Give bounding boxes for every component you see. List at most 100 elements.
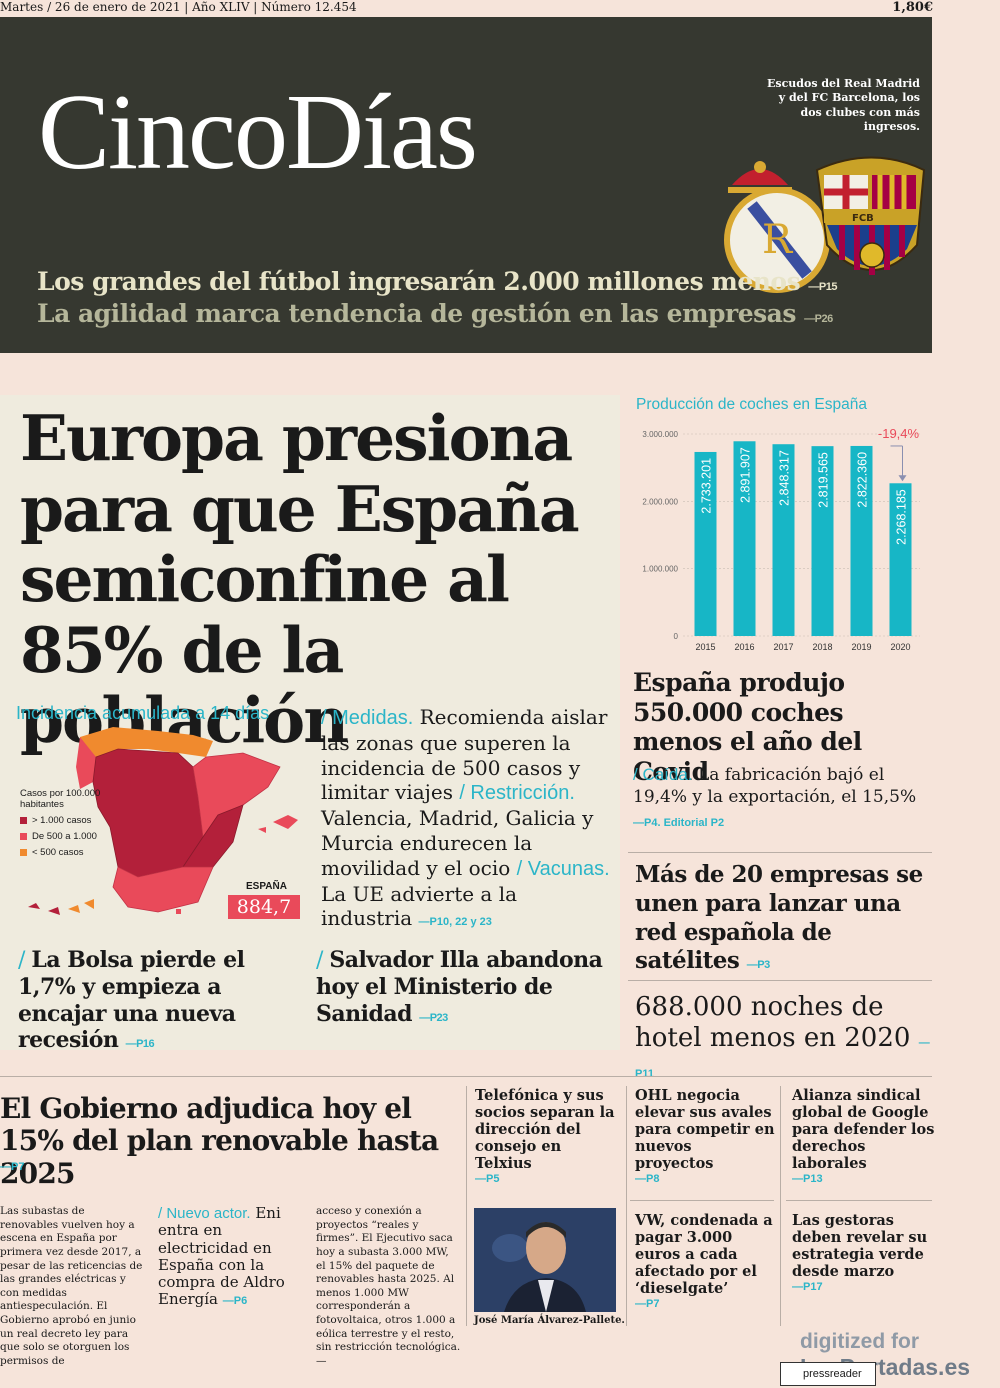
espana-label: ESPAÑA	[246, 881, 287, 892]
pressreader-label: pressreader	[803, 1368, 862, 1380]
gobierno-body-col1: Las subastas de renovables vuelven hoy a…	[0, 1205, 143, 1368]
espana-value-badge: 884,7	[228, 895, 300, 919]
legend-title: Casos por 100.000 habitantes	[20, 788, 101, 810]
coches-headline[interactable]: España produjo 550.000 coches menos el a…	[633, 668, 862, 786]
bar-value-label: 2.268.185	[895, 489, 909, 545]
page-ref: —P16	[125, 1038, 155, 1051]
vaccines-label: / Vacunas.	[516, 857, 610, 880]
issue-date: Martes / 26 de enero de 2021 | Año XLIV …	[0, 0, 357, 14]
divider	[628, 852, 932, 853]
spain-incidence-map	[28, 727, 298, 915]
illa-headline[interactable]: / Salvador Illa abandona hoy el Minister…	[316, 947, 611, 1027]
bar-value-label: 2.819.565	[817, 452, 831, 508]
ohl-brief[interactable]: OHL negocia elevar sus avales para compe…	[635, 1087, 775, 1186]
divider	[0, 1076, 932, 1077]
bar	[889, 483, 912, 636]
restriction-label: / Restricción.	[459, 782, 575, 805]
telefonica-brief[interactable]: Telefónica y sus socios separan la direc…	[475, 1087, 620, 1186]
headline-text: La Bolsa pierde el 1,7% y empieza a enca…	[18, 947, 245, 1054]
page-ref: —P13	[792, 1172, 823, 1185]
divider	[780, 1086, 781, 1326]
page-ref: —P8	[635, 1172, 660, 1185]
coches-summary: / Caída. La fabricación bajó el 19,4% y …	[633, 764, 933, 808]
page-ref: —P3	[746, 959, 770, 972]
divider	[630, 1200, 774, 1201]
bar	[772, 444, 795, 636]
masthead-headline-football[interactable]: Los grandes del fútbol ingresarán 2.000 …	[37, 267, 837, 296]
gestoras-brief[interactable]: Las gestoras deben revelar su estrategia…	[792, 1212, 932, 1294]
headline-text: 688.000 noches de hotel menos en 2020	[635, 992, 919, 1054]
map-legend: Casos por 100.000 habitantes > 1.000 cas…	[20, 788, 110, 858]
price: 1,80€	[892, 0, 933, 15]
actor-label: / Nuevo actor.	[158, 1205, 251, 1222]
gobierno-headline[interactable]: El Gobierno adjudica hoy el 15% del plan…	[0, 1092, 439, 1190]
page-ref: —P17	[792, 1280, 823, 1293]
page-ref: —P11	[635, 1037, 930, 1081]
headline-text: Más de 20 empresas se unen para lanzar u…	[635, 861, 923, 975]
legend-item: De 500 a 1.000	[20, 831, 110, 842]
real-madrid-crest-icon: R	[724, 161, 830, 293]
brief-text: Telefónica y sus socios separan la direc…	[475, 1087, 615, 1172]
bar	[850, 445, 873, 636]
car-production-chart: 0 1.000.000 2.000.000 3.000.000 2.733.201 201…	[642, 426, 920, 652]
date-bar: Martes / 26 de enero de 2021 | Año XLIV …	[0, 0, 935, 16]
slash-mark: /	[316, 948, 330, 973]
caida-text: La fabricación bajó el 19,4% y la export…	[633, 765, 917, 808]
pressreader-badge: pressreader	[780, 1362, 876, 1386]
pallete-photo	[474, 1208, 616, 1312]
masthead: CincoDías Escudos del Real Madrid y del …	[0, 17, 932, 353]
page-ref: —P15	[808, 281, 837, 293]
bar	[811, 446, 834, 636]
digitized-watermark: digitized for LasPortadas.es pressreader	[780, 1330, 1000, 1388]
legend-swatch-icon	[20, 817, 27, 824]
vw-brief[interactable]: VW, condenada a pagar 3.000 euros a cada…	[635, 1212, 775, 1311]
football-crests-image: R FCB	[724, 156, 926, 293]
google-brief[interactable]: Alianza sindical global de Google para d…	[792, 1087, 937, 1186]
x-tick-label: 2020	[890, 642, 910, 652]
page-ref: —P23	[419, 1011, 448, 1024]
gobierno-body-col3: acceso y conexión a proyectos “reales y …	[316, 1205, 461, 1368]
x-tick-label: 2015	[695, 642, 715, 652]
satelites-headline[interactable]: Más de 20 empresas se unen para lanzar u…	[635, 861, 935, 976]
page-ref: —P10, 22 y 23	[418, 916, 492, 929]
masthead-headline-agility[interactable]: La agilidad marca tendencia de gestión e…	[37, 299, 833, 328]
x-tick-label: 2017	[773, 642, 793, 652]
y-tick-label: 3.000.000	[642, 430, 678, 439]
divider	[626, 1086, 627, 1326]
arrow-down-icon	[898, 475, 907, 482]
hotel-headline[interactable]: 688.000 noches de hotel menos en 2020 —P…	[635, 992, 935, 1086]
measures-label: / Medidas.	[321, 707, 414, 729]
bolsa-headline[interactable]: / La Bolsa pierde el 1,7% y empieza a en…	[18, 947, 303, 1054]
restriction-text: Valencia, Madrid, Galicia y Murcia endur…	[321, 806, 594, 880]
map-title: Incidencia acumulada a 14 días	[16, 703, 270, 723]
lead-story: Europa presiona para que España semiconf…	[0, 395, 620, 1053]
actor-text: Eni entra en electricidad en España con …	[158, 1204, 285, 1309]
legend-item: > 1.000 casos	[20, 815, 110, 826]
page-ref: —P5	[475, 1172, 500, 1185]
measures-text: Recomienda aislar las zonas que superen …	[321, 705, 608, 805]
page-ref: —P4. Editorial P2	[633, 817, 725, 829]
divider	[786, 1200, 932, 1201]
divider	[628, 980, 932, 981]
bar-value-label: 2.848.317	[778, 450, 792, 506]
crest-caption: Escudos del Real Madrid y del FC Barcelo…	[767, 77, 920, 133]
brief-text: Las gestoras deben revelar su estrategia…	[792, 1212, 928, 1280]
brief-text: VW, condenada a pagar 3.000 euros a cada…	[635, 1212, 773, 1297]
page-ref: —P7	[0, 1161, 25, 1173]
bar	[694, 451, 717, 636]
nuevo-actor-brief[interactable]: / Nuevo actor. Eni entra en electricidad…	[158, 1204, 308, 1309]
legend-label: > 1.000 casos	[32, 815, 92, 826]
y-tick-label: 2.000.000	[642, 497, 678, 506]
page-ref: —P26	[804, 313, 833, 325]
y-tick-label: 1.000.000	[642, 565, 678, 574]
x-tick-label: 2019	[851, 642, 871, 652]
brief-text: Alianza sindical global de Google para d…	[792, 1087, 935, 1172]
lead-headline[interactable]: Europa presiona para que España semiconf…	[20, 401, 580, 758]
change-annotation: -19,4%	[878, 426, 920, 441]
y-tick-label: 0	[674, 632, 679, 641]
page-ref: —P7	[635, 1297, 660, 1310]
caida-label: / Caída.	[633, 765, 693, 784]
newspaper-logo[interactable]: CincoDías	[38, 73, 478, 192]
x-tick-label: 2016	[734, 642, 754, 652]
fc-barcelona-crest-icon: FCB	[815, 156, 926, 275]
